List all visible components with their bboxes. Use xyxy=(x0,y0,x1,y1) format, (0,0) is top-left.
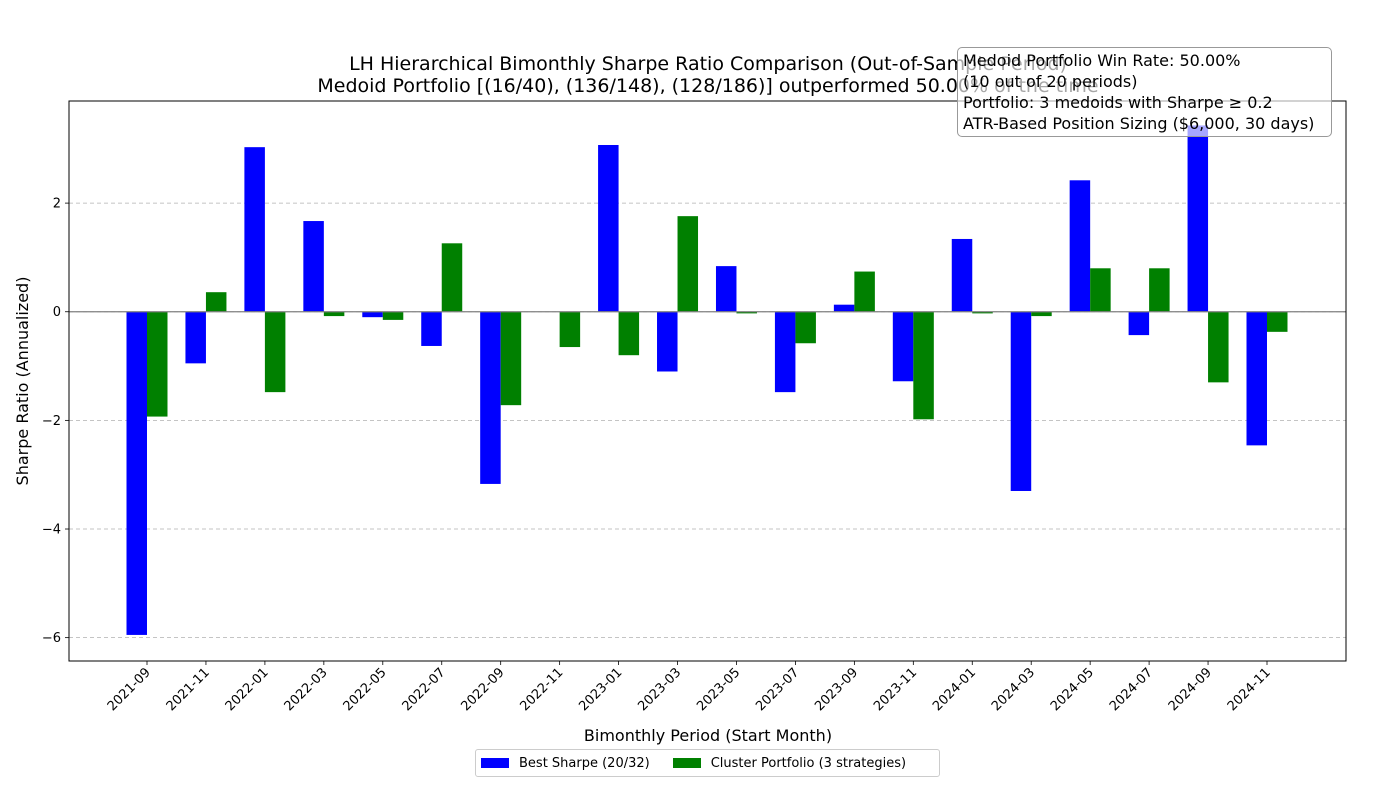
bar-cluster-portfolio xyxy=(1267,311,1288,332)
bar-cluster-portfolio xyxy=(1149,268,1170,312)
annotation-line: Portfolio: 3 medoids with Sharpe ≥ 0.2 xyxy=(963,93,1273,112)
bar-cluster-portfolio xyxy=(500,311,522,406)
x-tick-label: 2022-01 xyxy=(223,665,272,714)
bar-best-sharpe xyxy=(362,311,383,318)
legend-item-cluster-portfolio: Cluster Portfolio (3 strategies) xyxy=(672,755,907,771)
bar-cluster-portfolio xyxy=(854,271,875,312)
legend-item-best-sharpe: Best Sharpe (20/32) xyxy=(481,756,650,771)
bar-best-sharpe xyxy=(598,144,619,312)
x-tick-label: 2021-09 xyxy=(105,665,154,714)
bar-best-sharpe xyxy=(715,266,737,312)
chart-title: LH Hierarchical Bimonthly Sharpe Ratio C… xyxy=(349,53,1067,75)
annotation-line: ATR-Based Position Sizing ($6,000, 30 da… xyxy=(963,114,1315,133)
y-tick-label: −4 xyxy=(42,523,61,538)
legend-swatch xyxy=(672,758,701,768)
x-tick-label: 2023-03 xyxy=(635,665,684,714)
chart-subtitle: Medoid Portfolio [(16/40), (136/148), (1… xyxy=(317,75,1098,97)
bars xyxy=(126,125,1288,635)
legend-label: Best Sharpe (20/32) xyxy=(519,755,650,771)
annotation-box: Medoid Portfolio Win Rate: 50.00% (10 ou… xyxy=(957,47,1332,137)
y-tick-label: 2 xyxy=(53,197,61,212)
bar-best-sharpe xyxy=(126,311,147,635)
bar-best-sharpe xyxy=(1128,311,1150,336)
y-tick-label: 0 xyxy=(53,305,61,320)
x-tick-label: 2023-09 xyxy=(812,665,861,714)
x-tick-label: 2022-11 xyxy=(517,665,566,714)
x-tick-label: 2024-01 xyxy=(930,665,979,714)
x-tick-label: 2023-01 xyxy=(576,665,625,714)
bar-best-sharpe xyxy=(303,221,324,312)
x-axis-label: Bimonthly Period (Start Month) xyxy=(584,726,832,745)
legend-swatch xyxy=(481,758,509,768)
x-tick-label: 2023-11 xyxy=(871,665,920,714)
x-tick-label: 2024-07 xyxy=(1107,665,1156,714)
bar-cluster-portfolio xyxy=(323,311,345,317)
bar-best-sharpe xyxy=(774,311,796,393)
x-tick-label: 2022-07 xyxy=(400,665,449,714)
x-tick-label: 2024-05 xyxy=(1048,665,1097,714)
bar-best-sharpe xyxy=(480,311,501,484)
x-tick-label: 2024-03 xyxy=(989,665,1038,714)
legend-label: Cluster Portfolio (3 strategies) xyxy=(710,755,907,771)
bar-best-sharpe xyxy=(951,238,973,312)
x-tick-label: 2022-09 xyxy=(458,665,507,714)
annotation-line: (10 out of 20 periods) xyxy=(963,72,1138,91)
y-axis-label: Sharpe Ratio (Annualized) xyxy=(13,277,32,486)
bar-best-sharpe xyxy=(421,311,442,346)
bar-cluster-portfolio xyxy=(205,292,227,312)
bar-best-sharpe xyxy=(244,147,265,312)
x-tick-label: 2021-11 xyxy=(164,665,213,714)
bar-cluster-portfolio xyxy=(1208,311,1229,383)
bar-cluster-portfolio xyxy=(559,311,581,348)
bar-cluster-portfolio xyxy=(1031,311,1052,317)
plot-frame xyxy=(68,100,1347,662)
bar-cluster-portfolio xyxy=(677,216,699,312)
y-tick-label: −6 xyxy=(42,631,61,646)
bar-cluster-portfolio xyxy=(795,311,816,344)
bar-cluster-portfolio xyxy=(147,311,168,417)
bar-cluster-portfolio xyxy=(382,311,404,320)
x-tick-label: 2023-05 xyxy=(694,665,743,714)
x-tick-label: 2022-03 xyxy=(282,665,331,714)
y-tick-label: −2 xyxy=(42,414,61,429)
bar-best-sharpe xyxy=(1069,180,1091,312)
bar-cluster-portfolio xyxy=(1090,268,1111,312)
bar-best-sharpe xyxy=(1010,311,1032,491)
bar-best-sharpe xyxy=(185,311,206,364)
bar-cluster-portfolio xyxy=(972,311,993,314)
legend: Best Sharpe (20/32) Cluster Portfolio (3… xyxy=(475,749,940,777)
bar-cluster-portfolio xyxy=(618,311,640,356)
bar-best-sharpe xyxy=(833,304,855,312)
bar-cluster-portfolio xyxy=(441,243,463,312)
bar-cluster-portfolio xyxy=(913,311,934,420)
bar-cluster-portfolio xyxy=(264,311,286,393)
bar-best-sharpe xyxy=(1187,125,1209,312)
bar-best-sharpe xyxy=(1246,311,1267,446)
x-tick-label: 2022-05 xyxy=(341,665,390,714)
x-tick-label: 2024-09 xyxy=(1166,665,1215,714)
bar-best-sharpe xyxy=(892,311,914,382)
bar-cluster-portfolio xyxy=(736,311,757,314)
x-tick-label: 2024-11 xyxy=(1225,665,1274,714)
annotation-line: Medoid Portfolio Win Rate: 50.00% xyxy=(963,51,1241,70)
x-tick-label: 2023-07 xyxy=(753,665,802,714)
bar-best-sharpe xyxy=(657,311,678,372)
